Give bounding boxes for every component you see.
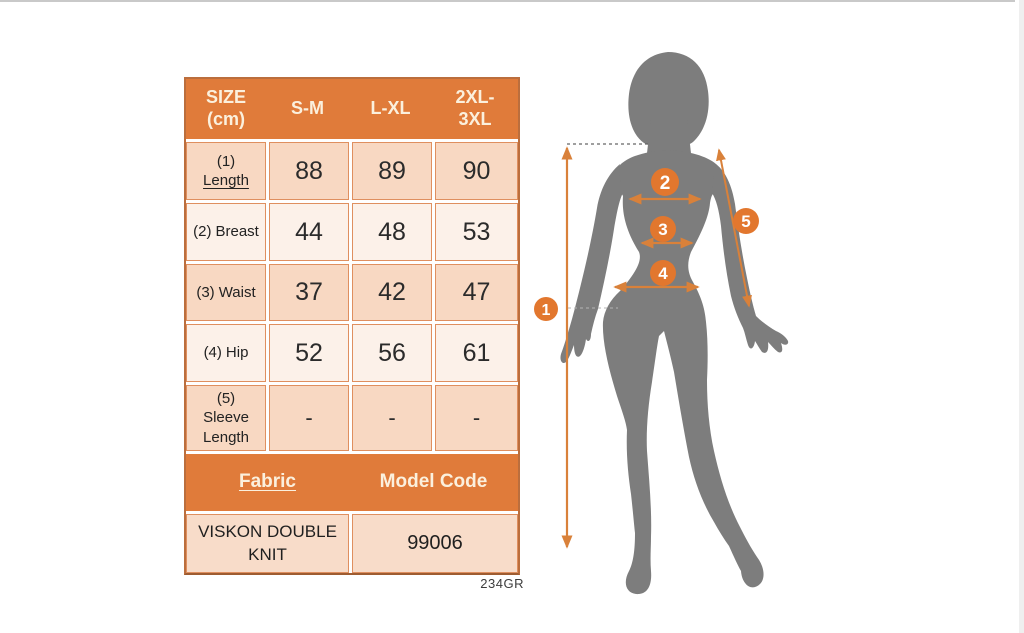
header-cell-lxl: L-XL: [370, 98, 411, 119]
value-sleeve-sm: -: [269, 385, 349, 451]
size-table: SIZE (cm) S-M L-XL 2XL-3XL (1) Length 88…: [184, 77, 520, 575]
svg-text:2: 2: [660, 173, 671, 194]
marker-5: 5: [733, 208, 759, 234]
row-label-waist: (3) Waist: [186, 264, 266, 321]
row-label-breast: (2) Breast: [186, 203, 266, 261]
marker-3: 3: [650, 216, 676, 242]
value-hip-lxl: 56: [352, 324, 432, 382]
row-number: (5): [216, 389, 236, 407]
fabric-value-cell: VISKON DOUBLE KNIT: [186, 514, 349, 573]
sleeve-measure-arrow: [716, 148, 752, 308]
marker-2: 2: [651, 168, 679, 196]
marker-4: 4: [650, 260, 676, 286]
row-name: Hip: [225, 344, 249, 362]
row-name: Breast: [215, 223, 259, 241]
value-length-sm: 88: [269, 142, 349, 200]
value-breast-sm: 44: [269, 203, 349, 261]
svg-text:5: 5: [741, 212, 750, 231]
row-number: (1): [216, 152, 236, 170]
header-cell-size: SIZE (cm): [205, 87, 246, 129]
value-breast-2xl3xl: 53: [435, 203, 518, 261]
value-sleeve-2xl3xl: -: [435, 385, 518, 451]
row-name: Length: [203, 172, 249, 189]
row-name: Sleeve Length: [203, 409, 249, 446]
value-sleeve-lxl: -: [352, 385, 432, 451]
value-breast-lxl: 48: [352, 203, 432, 261]
value-waist-2xl3xl: 47: [435, 264, 518, 321]
body-measurement-diagram: 1 2 3 4 5: [534, 52, 789, 595]
svg-text:3: 3: [658, 220, 667, 239]
svg-text:4: 4: [658, 264, 668, 283]
value-hip-sm: 52: [269, 324, 349, 382]
table-footer-header-row: Fabric Model Code: [186, 454, 518, 511]
row-number: (4): [203, 344, 222, 362]
fabric-label: Fabric: [238, 471, 297, 493]
row-number: (3): [196, 283, 215, 301]
header-cell-2xl3xl: 2XL-3XL: [455, 87, 495, 129]
model-code-label: Model Code: [379, 471, 488, 493]
right-border-strip: [1019, 0, 1024, 633]
svg-text:1: 1: [542, 302, 551, 319]
female-silhouette: [560, 52, 789, 595]
value-length-lxl: 89: [352, 142, 432, 200]
row-label-length: (1) Length: [186, 142, 266, 200]
top-border-line: [0, 0, 1015, 2]
value-length-2xl3xl: 90: [435, 142, 518, 200]
marker-1: 1: [534, 297, 558, 321]
value-hip-2xl3xl: 61: [435, 324, 518, 382]
weight-note: 234GR: [480, 576, 524, 591]
value-waist-sm: 37: [269, 264, 349, 321]
model-code-value-cell: 99006: [352, 514, 518, 573]
row-name: Waist: [218, 283, 256, 301]
row-number: (2): [193, 223, 212, 241]
table-header-row: SIZE (cm) S-M L-XL 2XL-3XL: [186, 79, 518, 139]
header-cell-sm: S-M: [291, 98, 324, 119]
row-label-sleeve-length: (5) Sleeve Length: [186, 385, 266, 451]
row-label-hip: (4) Hip: [186, 324, 266, 382]
value-waist-lxl: 42: [352, 264, 432, 321]
